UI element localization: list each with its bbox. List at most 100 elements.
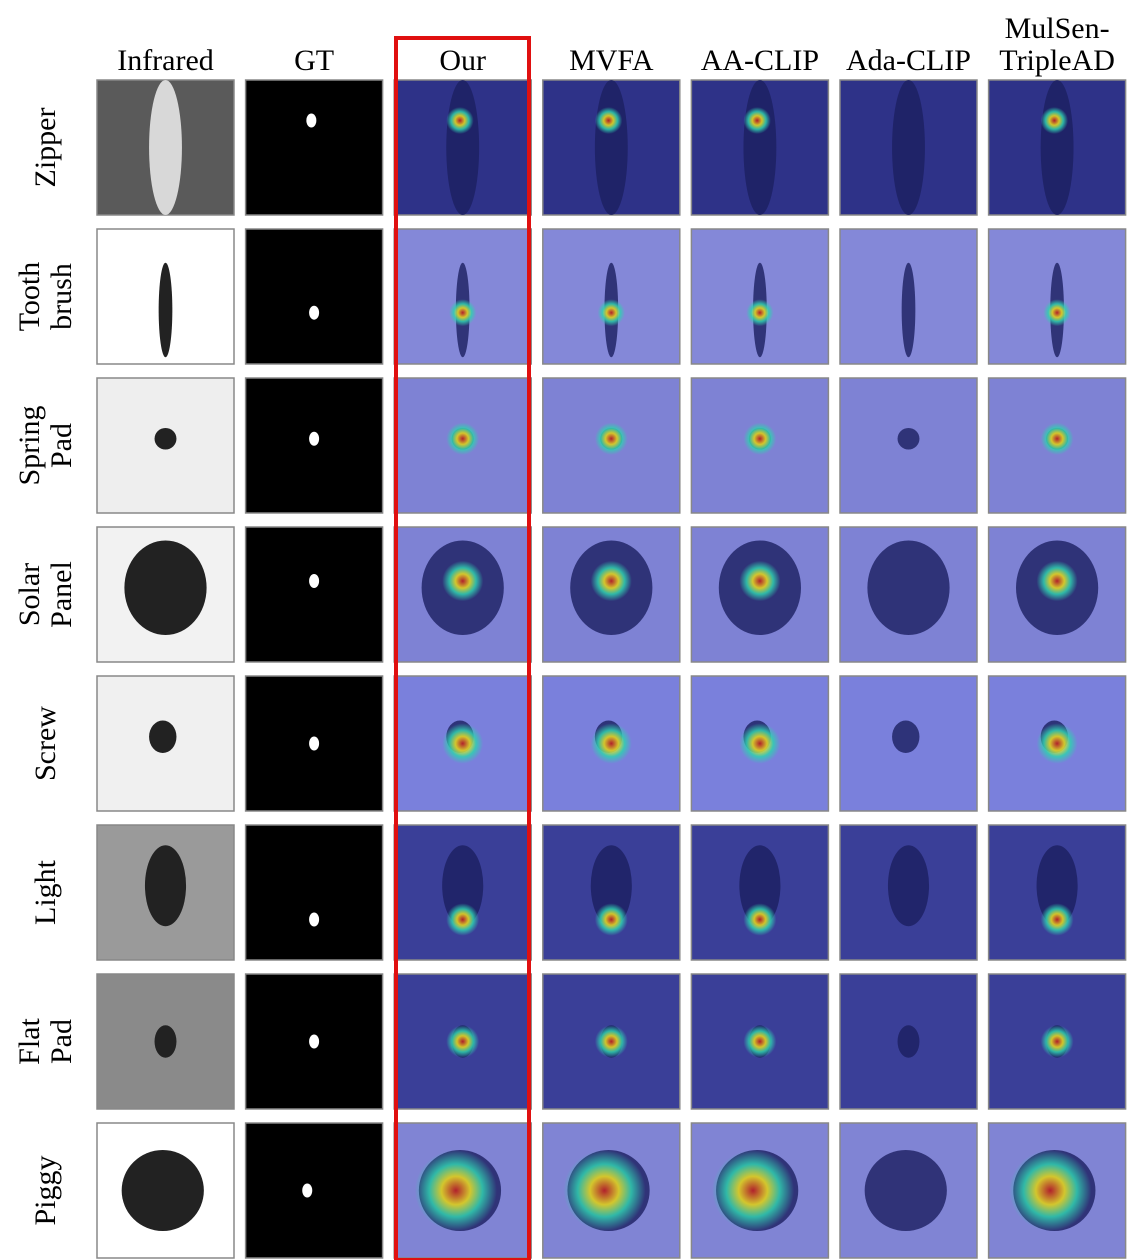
defect-mask (309, 737, 319, 751)
heat-spot (446, 107, 473, 134)
heat-spot (563, 1150, 645, 1231)
column-header: TripleAD (999, 44, 1115, 77)
tile (691, 229, 828, 364)
tile (691, 676, 828, 811)
heat-spot (595, 903, 628, 935)
defect-mask (309, 574, 319, 588)
row-label: Tooth (13, 262, 46, 332)
tile (989, 825, 1126, 960)
column-header: Infrared (117, 44, 214, 77)
tile (989, 676, 1126, 811)
tile (989, 80, 1126, 215)
tile (691, 378, 828, 513)
heat-spot (442, 723, 483, 764)
tile (97, 1123, 234, 1258)
heat-spot (1041, 423, 1074, 455)
row-label: brush (45, 263, 78, 330)
tile (691, 974, 828, 1109)
heat-spot (591, 561, 632, 602)
heat-spot (595, 1025, 628, 1057)
object (595, 80, 628, 215)
defect-mask (309, 306, 319, 320)
tile-background (246, 527, 383, 662)
tile (246, 676, 383, 811)
tile (97, 527, 234, 662)
column-header: Our (439, 44, 486, 77)
tile (691, 1123, 828, 1258)
object (122, 1150, 204, 1231)
tile (989, 229, 1126, 364)
tile (543, 1123, 680, 1258)
heat-spot (1037, 723, 1078, 764)
row-label: Screw (29, 706, 62, 781)
tile (394, 229, 531, 364)
tile-background (246, 825, 383, 960)
tile (246, 825, 383, 960)
column-header: GT (294, 44, 334, 77)
tile-background (246, 80, 383, 215)
tile (394, 527, 531, 662)
object (902, 263, 916, 358)
heat-spot (1041, 903, 1074, 935)
heat-spot (449, 299, 476, 326)
row-label: Pad (45, 1019, 78, 1064)
tile (840, 527, 977, 662)
tile (543, 974, 680, 1109)
tile (543, 378, 680, 513)
tile-grid (97, 80, 1126, 1258)
tile (691, 825, 828, 960)
tile (840, 80, 977, 215)
heat-spot (743, 903, 776, 935)
tile (543, 80, 680, 215)
heat-spot (595, 423, 628, 455)
object (743, 80, 776, 215)
object (145, 845, 186, 926)
row-label: Solar (13, 563, 46, 626)
tile (989, 974, 1126, 1109)
heat-spot (746, 299, 773, 326)
heat-spot (1041, 1025, 1074, 1057)
row-label: Zipper (29, 108, 62, 188)
heat-spot (1037, 561, 1078, 602)
tile (394, 676, 531, 811)
heat-spot (712, 1150, 794, 1231)
figure: InfraredGTOurMVFAAA-CLIPAda-CLIPMulSen-T… (0, 0, 1130, 1260)
heat-spot (1043, 299, 1070, 326)
defect-mask (302, 1184, 312, 1198)
tile (840, 1123, 977, 1258)
heat-spot (446, 903, 479, 935)
object (159, 263, 173, 358)
tile (246, 1123, 383, 1258)
object (149, 80, 182, 215)
column-header: MVFA (569, 44, 654, 77)
heat-spot (1041, 107, 1068, 134)
defect-mask (309, 432, 319, 446)
heat-spot (446, 1025, 479, 1057)
tile (97, 825, 234, 960)
tile (543, 825, 680, 960)
object (155, 1025, 177, 1057)
object (155, 428, 177, 450)
tile-background (246, 1123, 383, 1258)
tile (246, 527, 383, 662)
tile (246, 378, 383, 513)
tile (989, 378, 1126, 513)
heat-spot (415, 1150, 497, 1231)
object (898, 1025, 920, 1057)
tile (97, 229, 234, 364)
heat-spot (743, 423, 776, 455)
tile (246, 974, 383, 1109)
object (149, 721, 176, 753)
tile (691, 527, 828, 662)
heat-spot (442, 561, 483, 602)
tile (543, 676, 680, 811)
heat-spot (595, 107, 622, 134)
heat-spot (591, 723, 632, 764)
object (1041, 80, 1074, 215)
tile (394, 80, 531, 215)
object (892, 721, 919, 753)
column-header: MulSen- (1005, 12, 1110, 45)
row-label: Pad (45, 423, 78, 468)
heat-spot (739, 561, 780, 602)
column-header: AA-CLIP (701, 44, 819, 77)
